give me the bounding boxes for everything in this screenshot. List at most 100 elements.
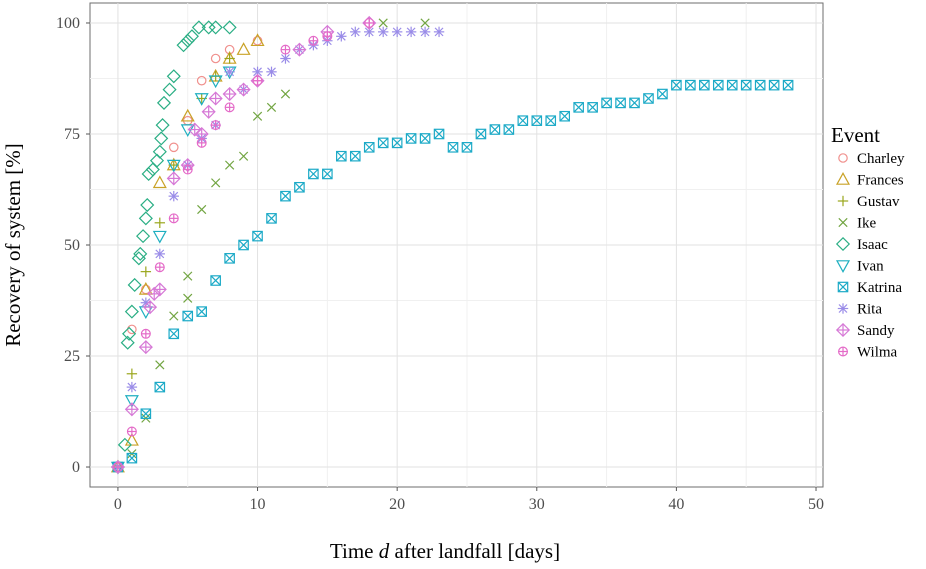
data-point-frances [138, 281, 153, 295]
data-point-ivan [208, 75, 223, 89]
data-point-sandy [152, 282, 167, 297]
data-point-sandy [208, 91, 223, 106]
data-point-rita [336, 31, 347, 42]
data-point-wilma [252, 75, 263, 86]
y-tick-label: 0 [72, 459, 80, 476]
data-point-ike [183, 293, 193, 303]
data-point-katrina [363, 142, 375, 153]
x-tick-label: 30 [529, 496, 545, 513]
data-point-katrina [224, 253, 235, 264]
data-point-wilma [210, 120, 221, 131]
legend-item-charley: Charley [838, 151, 905, 167]
legend-item-ike: Ike [838, 216, 876, 232]
data-point-rita [350, 26, 361, 38]
legend-label: Ike [857, 216, 876, 232]
data-point-isaac [120, 335, 135, 350]
legend-item-isaac: Isaac [835, 236, 888, 253]
legend-key-charley [838, 153, 848, 163]
data-point-gustav [126, 368, 138, 379]
legend-item-ivan: Ivan [835, 259, 884, 275]
data-point-katrina [280, 190, 291, 202]
data-point-ike [280, 89, 291, 99]
data-point-rita [419, 26, 431, 38]
data-point-sandy [124, 402, 139, 417]
data-point-rita [391, 26, 403, 38]
data-point-katrina [447, 142, 459, 153]
y-tick-label: 100 [56, 15, 80, 32]
data-point-rita [280, 53, 291, 64]
data-point-isaac [127, 277, 142, 293]
data-point-rita [266, 66, 277, 78]
data-point-wilma [140, 328, 151, 339]
legend-key-ivan [835, 260, 851, 273]
data-points [110, 15, 794, 475]
data-point-ike [252, 111, 263, 121]
data-point-isaac [131, 251, 146, 266]
data-point-isaac [152, 144, 167, 159]
data-point-ivan [194, 93, 209, 106]
data-point-isaac [156, 95, 172, 110]
data-point-katrina [657, 88, 668, 100]
legend-label: Katrina [857, 280, 902, 296]
data-point-isaac [162, 82, 177, 97]
data-point-katrina [671, 79, 682, 91]
legend-label: Charley [857, 151, 905, 167]
data-point-katrina [349, 150, 361, 162]
data-point-ike [155, 360, 165, 370]
data-point-sandy [236, 82, 251, 97]
data-point-rita [224, 66, 235, 78]
x-tick-label: 40 [668, 496, 684, 513]
data-point-ivan [124, 395, 139, 408]
data-point-ike [224, 160, 235, 170]
data-point-rita [140, 297, 152, 308]
data-point-gustav [154, 217, 166, 228]
data-point-isaac [133, 246, 148, 261]
data-point-wilma [182, 164, 193, 175]
data-point-gustav [140, 266, 152, 277]
legend: Event Charley Frances Gustav Ike Isaac Ivan Ka… [831, 123, 905, 361]
data-point-katrina [573, 102, 584, 113]
data-point-ike [420, 18, 430, 28]
legend-label: Isaac [857, 237, 888, 253]
data-point-katrina [489, 124, 501, 135]
data-point-katrina [433, 128, 445, 140]
x-tick-label: 10 [250, 496, 266, 513]
data-point-isaac [180, 33, 195, 48]
y-tick-label: 75 [64, 126, 80, 143]
legend-key-isaac [835, 236, 851, 252]
legend-label: Gustav [857, 194, 900, 210]
data-point-charley [168, 142, 179, 153]
series-wilma [112, 17, 375, 473]
legend-item-frances: Frances [835, 172, 904, 189]
data-point-katrina [405, 133, 417, 144]
data-point-charley [210, 53, 221, 64]
data-point-katrina [754, 79, 766, 91]
data-point-frances [180, 108, 195, 122]
data-point-wilma [112, 462, 123, 473]
data-point-ike [197, 204, 207, 215]
y-tick-label: 25 [64, 348, 80, 365]
data-point-wilma [154, 262, 165, 273]
data-point-sandy [187, 122, 202, 137]
series-isaac [110, 20, 237, 475]
data-point-katrina [629, 97, 640, 109]
data-point-katrina [377, 137, 389, 149]
data-point-rita [378, 26, 389, 38]
data-point-katrina [154, 381, 166, 393]
data-point-isaac [122, 326, 137, 341]
data-point-isaac [149, 153, 165, 168]
data-point-sandy [166, 171, 181, 186]
data-point-isaac [140, 197, 155, 213]
data-point-wilma [322, 31, 333, 42]
data-point-katrina [643, 93, 654, 104]
data-point-katrina [210, 275, 221, 286]
data-point-katrina [726, 79, 738, 91]
data-point-katrina [294, 181, 305, 193]
data-point-katrina [336, 150, 347, 162]
data-point-rita [168, 190, 179, 202]
data-point-katrina [168, 328, 180, 340]
data-point-ike [211, 178, 221, 188]
data-point-ike [169, 311, 179, 321]
data-point-charley [196, 75, 207, 86]
data-point-isaac [154, 131, 169, 146]
